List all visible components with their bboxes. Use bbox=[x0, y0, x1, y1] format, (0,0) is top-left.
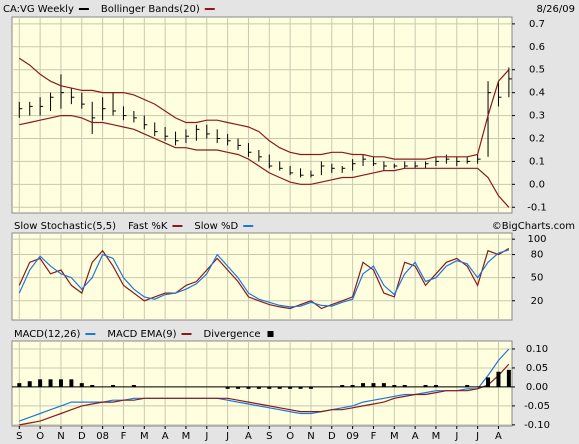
histogram-bar bbox=[423, 385, 428, 387]
histogram-bar bbox=[371, 383, 376, 387]
histogram-bar bbox=[392, 385, 397, 387]
histogram-bar bbox=[506, 369, 511, 387]
x-tick-label: A bbox=[162, 431, 169, 442]
x-tick-label: M bbox=[432, 431, 441, 442]
x-tick-label: F bbox=[371, 431, 377, 442]
y-tick-label: 80 bbox=[531, 250, 544, 261]
date-label: 8/26/09 bbox=[536, 4, 575, 15]
histogram-bar bbox=[131, 385, 136, 387]
x-tick-label: N bbox=[307, 431, 314, 442]
y-tick-label: 0.1 bbox=[529, 156, 545, 167]
legend-label: CA:VG Weekly bbox=[3, 4, 74, 15]
histogram-bar bbox=[38, 379, 43, 387]
credit: ©BigCharts.com bbox=[492, 221, 575, 232]
histogram-bar bbox=[90, 385, 95, 387]
histogram-bar bbox=[381, 383, 386, 387]
histogram-bar bbox=[496, 371, 501, 387]
histogram-bar bbox=[350, 385, 355, 387]
legend-label: Slow %D bbox=[194, 221, 238, 232]
histogram-bar bbox=[27, 381, 32, 387]
y-tick-label: 20 bbox=[531, 296, 544, 307]
histogram-bar bbox=[236, 386, 241, 389]
x-tick-label: J bbox=[475, 431, 479, 442]
plot-area bbox=[11, 232, 513, 321]
series-line bbox=[19, 363, 510, 426]
y-tick-label: -0.1 bbox=[527, 202, 547, 213]
histogram-bar bbox=[465, 385, 470, 387]
x-tick-label: O bbox=[36, 431, 44, 442]
series-line bbox=[18, 249, 510, 308]
y-tick-label: 0.10 bbox=[526, 344, 548, 355]
x-tick-label: 09 bbox=[346, 431, 359, 442]
legend-label: MACD EMA(9) bbox=[107, 329, 176, 340]
band-lower bbox=[19, 115, 510, 208]
y-tick-label: 0.00 bbox=[526, 382, 548, 393]
y-tick-label: 0.0 bbox=[529, 179, 545, 190]
x-tick-label: D bbox=[78, 431, 86, 442]
x-tick-label: J bbox=[204, 431, 208, 442]
band-upper bbox=[18, 57, 510, 160]
histogram-bar bbox=[402, 385, 407, 387]
histogram-bar bbox=[486, 377, 491, 387]
legend-label: Bollinger Bands(20) bbox=[101, 4, 200, 15]
histogram-bar bbox=[288, 386, 293, 389]
y-tick-label: -0.10 bbox=[524, 420, 550, 431]
histogram-bar bbox=[361, 383, 366, 387]
histogram-bar bbox=[246, 386, 251, 389]
y-tick-label: 50 bbox=[531, 273, 544, 284]
x-tick-label: S bbox=[16, 431, 22, 442]
y-tick-label: 0.2 bbox=[529, 133, 545, 144]
y-tick-label: 0.7 bbox=[529, 19, 545, 30]
y-tick-label: -0.05 bbox=[524, 401, 550, 412]
x-tick-label: M bbox=[182, 431, 191, 442]
histogram-bar bbox=[308, 386, 313, 389]
histogram-bar bbox=[277, 386, 282, 389]
y-tick-label: 0.6 bbox=[529, 42, 545, 53]
legend-swatch bbox=[267, 331, 274, 337]
histogram-bar bbox=[79, 383, 84, 387]
x-tick-label: N bbox=[57, 431, 64, 442]
x-tick-label: M bbox=[140, 431, 149, 442]
x-tick-label: S bbox=[266, 431, 272, 442]
y-tick-label: 100 bbox=[527, 234, 546, 245]
histogram-bar bbox=[17, 383, 22, 387]
histogram-bar bbox=[340, 385, 345, 387]
y-tick-label: 0.3 bbox=[529, 111, 545, 122]
histogram-bar bbox=[111, 385, 116, 387]
histogram-bar bbox=[433, 385, 438, 387]
x-tick-label: J bbox=[454, 431, 458, 442]
legend-label: Divergence bbox=[204, 329, 261, 340]
histogram-bar bbox=[69, 379, 74, 387]
legend-label: MACD(12,26) bbox=[14, 329, 81, 340]
x-tick-label: 08 bbox=[96, 431, 109, 442]
legend-label: Fast %K bbox=[128, 221, 168, 232]
x-tick-label: F bbox=[121, 431, 127, 442]
plot-area bbox=[11, 16, 513, 214]
x-tick-label: J bbox=[225, 431, 229, 442]
x-tick-label: A bbox=[245, 431, 252, 442]
x-tick-label: M bbox=[390, 431, 399, 442]
y-tick-label: 0.5 bbox=[529, 65, 545, 76]
y-tick-label: 0.4 bbox=[529, 88, 545, 99]
x-tick-label: O bbox=[286, 431, 294, 442]
plot-area bbox=[11, 340, 513, 427]
panel-title: Slow Stochastic(5,5) bbox=[14, 221, 116, 232]
histogram-bar bbox=[225, 386, 230, 389]
x-tick-label: D bbox=[328, 431, 336, 442]
x-tick-label: A bbox=[495, 431, 502, 442]
histogram-bar bbox=[58, 379, 63, 387]
histogram-bar bbox=[267, 386, 272, 389]
histogram-bar bbox=[256, 386, 261, 389]
histogram-bar bbox=[298, 386, 303, 389]
series-line bbox=[18, 247, 510, 310]
y-tick-label: 0.05 bbox=[526, 363, 548, 374]
x-tick-label: A bbox=[412, 431, 419, 442]
histogram-bar bbox=[48, 379, 53, 387]
